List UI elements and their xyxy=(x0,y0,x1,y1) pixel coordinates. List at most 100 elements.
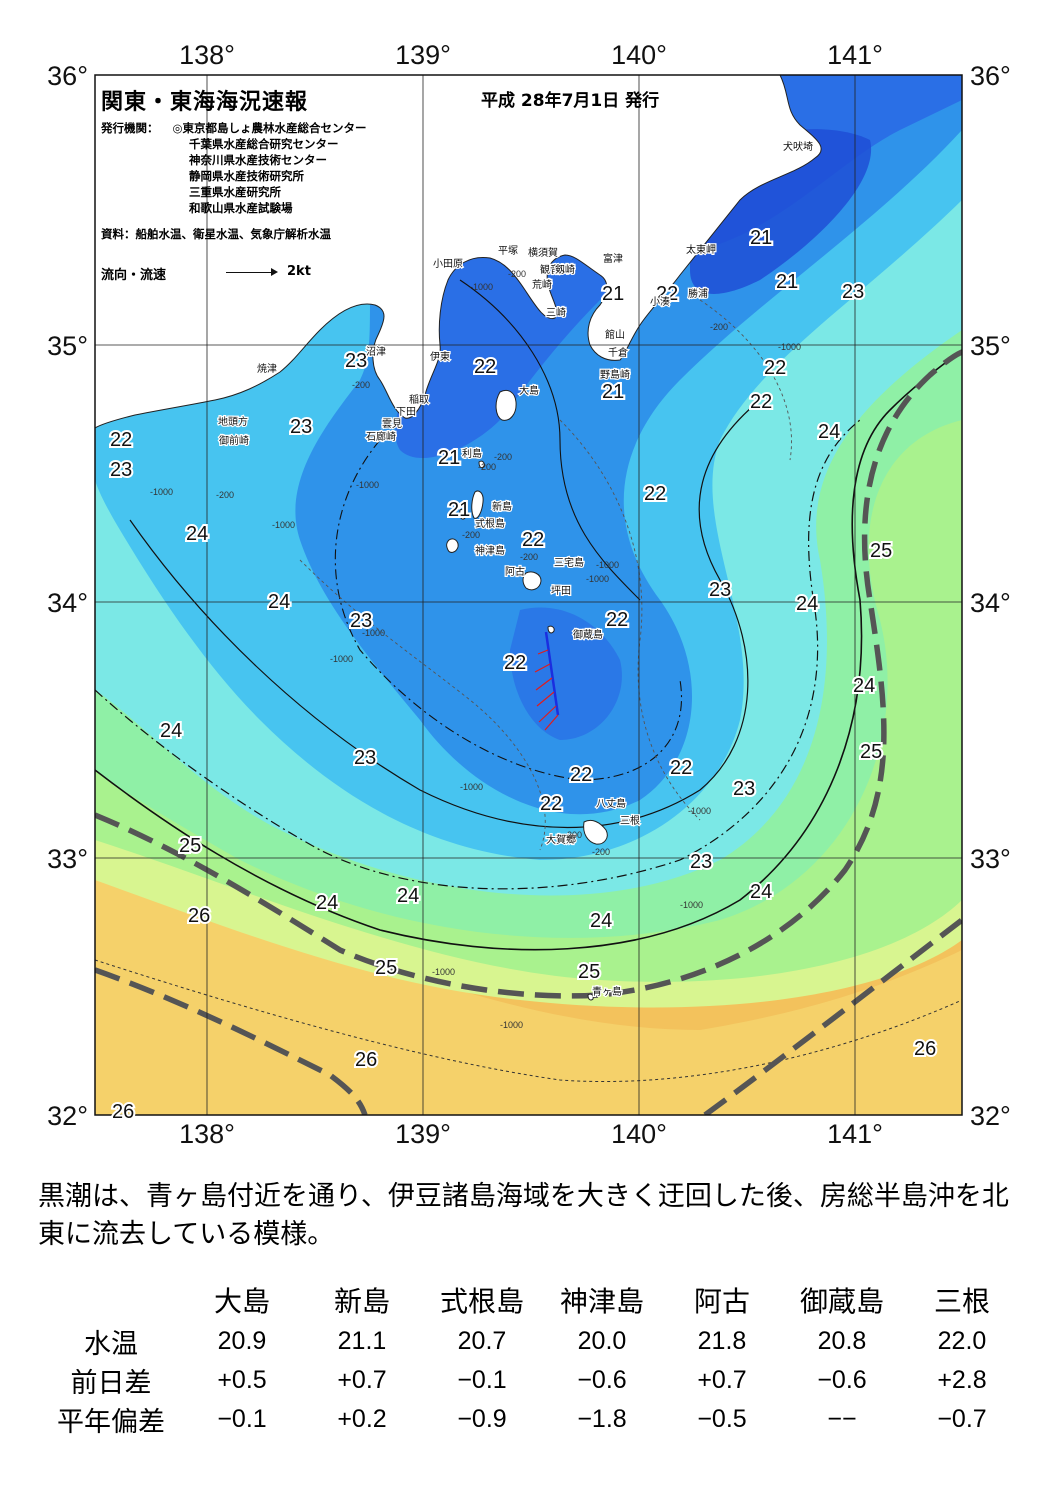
isotherm-label: 25 xyxy=(870,540,892,562)
land xyxy=(94,74,822,1001)
table-cell: +0.7 xyxy=(697,1366,747,1394)
isotherm-label: 25 xyxy=(860,741,882,763)
table-cell: −0.1 xyxy=(457,1366,507,1394)
lat-label: 32° xyxy=(970,1101,1011,1131)
place-name: 下田 xyxy=(396,407,416,418)
isotherm-label: 24 xyxy=(818,421,840,443)
depth-label: -1000 xyxy=(586,574,609,584)
isotherm-label: 21 xyxy=(776,271,798,293)
lon-label: 141° xyxy=(827,40,883,70)
depth-label: -1000 xyxy=(688,806,711,816)
isotherm-label: 21 xyxy=(438,447,460,469)
table-cell: −− xyxy=(827,1405,857,1433)
map-frame xyxy=(94,74,963,1116)
isotherm-label: 26 xyxy=(188,905,210,927)
isotherm-label: 23 xyxy=(690,851,712,873)
row-header: 前日差 xyxy=(70,1368,152,1399)
isotherm-label: 23 xyxy=(110,459,132,481)
isotherm-label: 24 xyxy=(397,885,419,907)
publisher-item: ◎東京都島しょ農林水産総合センター xyxy=(172,121,367,135)
map-title: 関東・東海海況速報 xyxy=(101,90,309,115)
table-cell: −0.6 xyxy=(577,1366,627,1394)
isotherm-label: 24 xyxy=(186,523,208,545)
isotherm-label: 24 xyxy=(160,720,182,742)
place-name: 石廊崎 xyxy=(366,430,396,443)
table-corner xyxy=(40,1278,182,1322)
table-header-row: 大島 新島 式根島 神津島 阿古 御蔵島 三根 xyxy=(40,1278,1022,1322)
longitude-labels-top: 138° 139° 140° 141° xyxy=(179,40,883,70)
kuroshio-summary: 黒潮は、青ヶ島付近を通り、伊豆諸島海域を大きく迂回した後、房総半島沖を北東に流去… xyxy=(38,1181,1009,1250)
depth-label: -1000 xyxy=(470,282,493,292)
lat-label: 35° xyxy=(970,331,1011,361)
flow-legend-label: 流向・流速 xyxy=(101,268,167,283)
lon-label: 138° xyxy=(179,40,235,70)
place-name: 小田原 xyxy=(433,258,463,270)
depth-label: -200 xyxy=(462,530,480,540)
place-name: 千倉 xyxy=(608,346,628,359)
isotherm-label: 22 xyxy=(522,529,544,551)
isotherm-label: 23 xyxy=(354,747,376,769)
place-name: 利島 xyxy=(462,447,482,460)
isotherm-label: 23 xyxy=(345,350,367,372)
depth-label: -1000 xyxy=(460,782,483,792)
flow-vector xyxy=(534,631,560,731)
depth-label: -1000 xyxy=(596,560,619,570)
place-name: 大島 xyxy=(519,384,539,397)
place-name: 伊東 xyxy=(430,350,450,363)
lon-label: 139° xyxy=(395,1119,451,1149)
place-name: 小湊 xyxy=(650,295,670,308)
place-name: 館山 xyxy=(605,328,625,341)
temperature-field xyxy=(95,75,962,1115)
lat-label: 35° xyxy=(47,331,88,361)
depth-label: -200 xyxy=(710,322,728,332)
publisher-item: 和歌山県水産試験場 xyxy=(189,201,293,215)
isotherm-label: 26 xyxy=(355,1049,377,1071)
place-name: 阿古 xyxy=(505,565,525,578)
place-name: 雲見 xyxy=(382,418,402,430)
lon-label: 141° xyxy=(827,1119,883,1149)
table-cell: 20.9 xyxy=(217,1327,267,1355)
isotherm-label: 22 xyxy=(656,283,678,305)
publisher-item: 静岡県水産技術研究所 xyxy=(189,169,304,183)
depth-label: -1000 xyxy=(500,1020,523,1030)
column-header: 式根島 xyxy=(439,1285,524,1318)
isotherm-label: 24 xyxy=(590,910,612,932)
depth-label: -1000 xyxy=(362,628,385,638)
depth-label: -200 xyxy=(494,452,512,462)
place-name: 平塚 xyxy=(498,245,518,257)
place-name: 坪田 xyxy=(551,584,571,597)
place-name: 沼津 xyxy=(366,345,386,358)
isotherm-label: 23 xyxy=(350,610,372,632)
place-name: 犬吠埼 xyxy=(783,140,813,153)
latitude-labels-left: 36° 35° 34° 33° 32° xyxy=(47,61,88,1131)
place-name: 新島 xyxy=(492,500,512,513)
isotherm-label: 21 xyxy=(750,227,772,249)
isotherm-label: 22 xyxy=(644,483,666,505)
lon-label: 140° xyxy=(611,1119,667,1149)
table-cell: 20.7 xyxy=(457,1327,507,1355)
data-sources: 資料：船舶水温、衛星水温、気象庁解析水温 xyxy=(101,227,331,241)
place-name: 稲取 xyxy=(409,394,429,406)
publisher-item: 神奈川県水産技術センター xyxy=(189,153,327,167)
isotherm-label: 22 xyxy=(540,793,562,815)
table-row: 水温 20.9 21.1 20.7 20.0 21.8 20.8 22.0 xyxy=(40,1322,1022,1361)
place-name: 三宅島 xyxy=(554,556,584,569)
flow-legend-speed: 2kt xyxy=(287,264,311,279)
place-name: 剱崎 xyxy=(555,263,575,276)
issue-date: 平成 28年7月1日 発行 xyxy=(481,91,660,111)
place-name: 三根 xyxy=(620,814,640,827)
isotherm-label: 22 xyxy=(606,609,628,631)
row-header: 平年偏差 xyxy=(57,1407,165,1438)
place-name: 式根島 xyxy=(475,517,505,530)
lat-label: 36° xyxy=(47,61,88,91)
isotherm-label: 26 xyxy=(914,1038,936,1060)
table-cell: +2.8 xyxy=(937,1366,987,1394)
place-name: 観音崎 xyxy=(540,263,570,276)
publisher-item: 千葉県水産総合研究センター xyxy=(189,137,339,151)
flow-legend-arrow-icon xyxy=(226,268,278,276)
depth-label: -200 xyxy=(216,490,234,500)
place-name: 地頭方 xyxy=(218,415,248,428)
table-cell: −0.6 xyxy=(817,1366,867,1394)
isotherm-label: 23 xyxy=(842,281,864,303)
lon-label: 139° xyxy=(395,40,451,70)
